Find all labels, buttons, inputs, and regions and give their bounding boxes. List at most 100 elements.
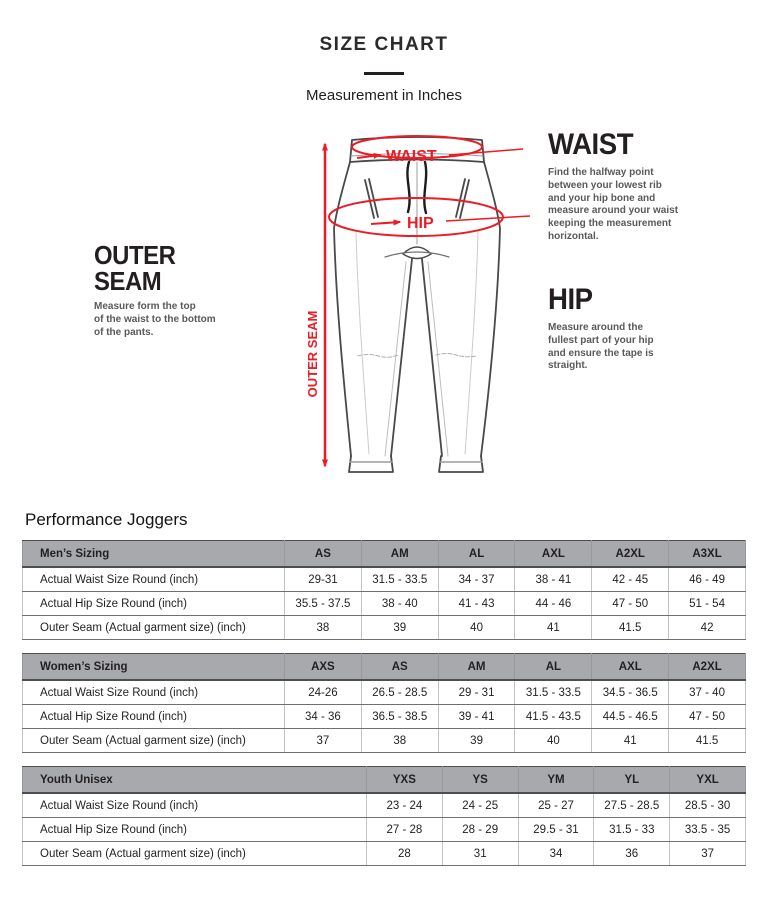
size-column-header: YS	[441, 766, 519, 794]
size-value-cell: 41.5 - 43.5	[514, 704, 593, 729]
joggers-outline	[333, 136, 501, 473]
table-row: Actual Waist Size Round (inch) 29-31 31.5 …	[22, 567, 746, 592]
size-value-cell: 38 - 41	[514, 567, 593, 592]
womens-sizing-table: Women’s Sizing AXS AS AM AL AXL A2XL Actual Wai…	[22, 653, 746, 753]
size-value-cell: 38 - 40	[360, 591, 439, 616]
table-row: Actual Waist Size Round (inch) 24-26 26.5 …	[22, 680, 746, 705]
size-column-header: AXL	[591, 653, 670, 681]
measurement-annotations: WAIST HIP OUTER SEAM	[305, 135, 531, 468]
size-value-cell: 23 - 24	[366, 793, 443, 818]
size-column-header: YM	[517, 766, 595, 794]
size-column-header: AXL	[514, 540, 593, 568]
row-label: Outer Seam (Actual garment size) (inch)	[22, 841, 367, 866]
size-value-cell: 41	[591, 728, 670, 753]
size-value-cell: 44.5 - 46.5	[591, 704, 670, 729]
size-value-cell: 41 - 43	[437, 591, 516, 616]
size-column-header: AL	[437, 540, 516, 568]
table-row: Outer Seam (Actual garment size) (inch) 2…	[22, 841, 746, 866]
size-value-cell: 26.5 - 28.5	[360, 680, 439, 705]
size-value-cell: 31.5 - 33.5	[360, 567, 439, 592]
table-row: Actual Hip Size Round (inch) 34 - 36 36.5 …	[22, 704, 746, 729]
outer-seam-diagram-label: OUTER SEAM	[305, 311, 320, 398]
mens-sizing-table: Men’s Sizing AS AM AL AXL A2XL A3XL Actual Wais…	[22, 540, 746, 640]
size-value-cell: 37 - 40	[668, 680, 746, 705]
row-label: Actual Waist Size Round (inch)	[22, 567, 285, 592]
page-title: SIZE CHART	[319, 34, 449, 55]
size-column-header: AM	[360, 540, 439, 568]
size-value-cell: 38	[360, 728, 439, 753]
hip-diagram-label: HIP	[407, 215, 434, 232]
hip-heading: HIP	[548, 283, 593, 316]
size-value-cell: 36.5 - 38.5	[360, 704, 439, 729]
size-value-cell: 28.5 - 30	[669, 793, 746, 818]
table-row: Actual Hip Size Round (inch) 27 - 28 28 - …	[22, 817, 746, 842]
size-column-header: AS	[360, 653, 439, 681]
size-column-header: A2XL	[591, 540, 670, 568]
waist-ellipse	[351, 135, 483, 159]
table-title: Women’s Sizing	[22, 653, 285, 681]
row-label: Actual Waist Size Round (inch)	[22, 793, 367, 818]
size-value-cell: 37	[669, 841, 746, 866]
waist-arrow-icon	[356, 152, 382, 159]
hip-description: Measure around the fullest part of your …	[548, 322, 654, 372]
size-value-cell: 31.5 - 33.5	[514, 680, 593, 705]
size-value-cell: 42	[668, 615, 746, 640]
row-label: Actual Hip Size Round (inch)	[22, 817, 367, 842]
title-divider	[364, 72, 404, 75]
size-value-cell: 24 - 25	[441, 793, 519, 818]
size-value-cell: 36	[593, 841, 671, 866]
row-label: Actual Waist Size Round (inch)	[22, 680, 285, 705]
size-value-cell: 39	[360, 615, 439, 640]
size-value-cell: 31	[441, 841, 519, 866]
row-label: Actual Hip Size Round (inch)	[22, 704, 285, 729]
size-value-cell: 46 - 49	[668, 567, 746, 592]
table-row: Outer Seam (Actual garment size) (inch) 3…	[22, 728, 746, 753]
size-value-cell: 31.5 - 33	[593, 817, 671, 842]
size-value-cell: 37	[284, 728, 362, 753]
size-value-cell: 38	[284, 615, 362, 640]
size-value-cell: 40	[437, 615, 516, 640]
size-value-cell: 35.5 - 37.5	[284, 591, 362, 616]
page-subtitle: Measurement in Inches	[306, 87, 462, 104]
row-label: Outer Seam (Actual garment size) (inch)	[22, 615, 285, 640]
size-value-cell: 41.5	[668, 728, 746, 753]
outer-seam-description: Measure form the top of the waist to the…	[94, 301, 216, 338]
size-column-header: YXL	[669, 766, 746, 794]
size-value-cell: 44 - 46	[514, 591, 593, 616]
joggers-illustration: WAIST HIP OUTER SEAM	[305, 135, 531, 473]
product-title: Performance Joggers	[25, 510, 188, 529]
outer-seam-heading: OUTER SEAM	[94, 240, 176, 296]
size-column-header: A3XL	[668, 540, 746, 568]
size-value-cell: 39 - 41	[437, 704, 516, 729]
size-column-header: AM	[437, 653, 516, 681]
size-value-cell: 28	[366, 841, 443, 866]
size-value-cell: 29-31	[284, 567, 362, 592]
size-value-cell: 34	[517, 841, 595, 866]
waist-description: Find the halfway point between your lowe…	[548, 167, 679, 242]
page-header: SIZE CHART Measurement in Inches	[0, 0, 768, 104]
size-value-cell: 47 - 50	[668, 704, 746, 729]
size-value-cell: 27 - 28	[366, 817, 443, 842]
size-value-cell: 51 - 54	[668, 591, 746, 616]
waist-diagram-label: WAIST	[386, 148, 437, 165]
outer-seam-note: OUTER SEAM Measure form the top of the w…	[94, 242, 244, 339]
size-column-header: YXS	[366, 766, 443, 794]
size-column-header: YL	[593, 766, 671, 794]
table-title: Men’s Sizing	[22, 540, 285, 568]
size-value-cell: 39	[437, 728, 516, 753]
size-value-cell: 47 - 50	[591, 591, 670, 616]
size-column-header: AXS	[284, 653, 362, 681]
row-label: Outer Seam (Actual garment size) (inch)	[22, 728, 285, 753]
size-value-cell: 25 - 27	[517, 793, 595, 818]
size-value-cell: 41.5	[591, 615, 670, 640]
size-value-cell: 34 - 37	[437, 567, 516, 592]
size-value-cell: 33.5 - 35	[669, 817, 746, 842]
hip-note: HIP Measure around the fullest part of y…	[548, 285, 708, 373]
size-value-cell: 27.5 - 28.5	[593, 793, 671, 818]
size-value-cell: 24-26	[284, 680, 362, 705]
youth-unisex-table: Youth Unisex YXS YS YM YL YXL Actual Waist Siz…	[22, 766, 746, 866]
size-value-cell: 42 - 45	[591, 567, 670, 592]
size-value-cell: 29 - 31	[437, 680, 516, 705]
size-value-cell: 28 - 29	[441, 817, 519, 842]
